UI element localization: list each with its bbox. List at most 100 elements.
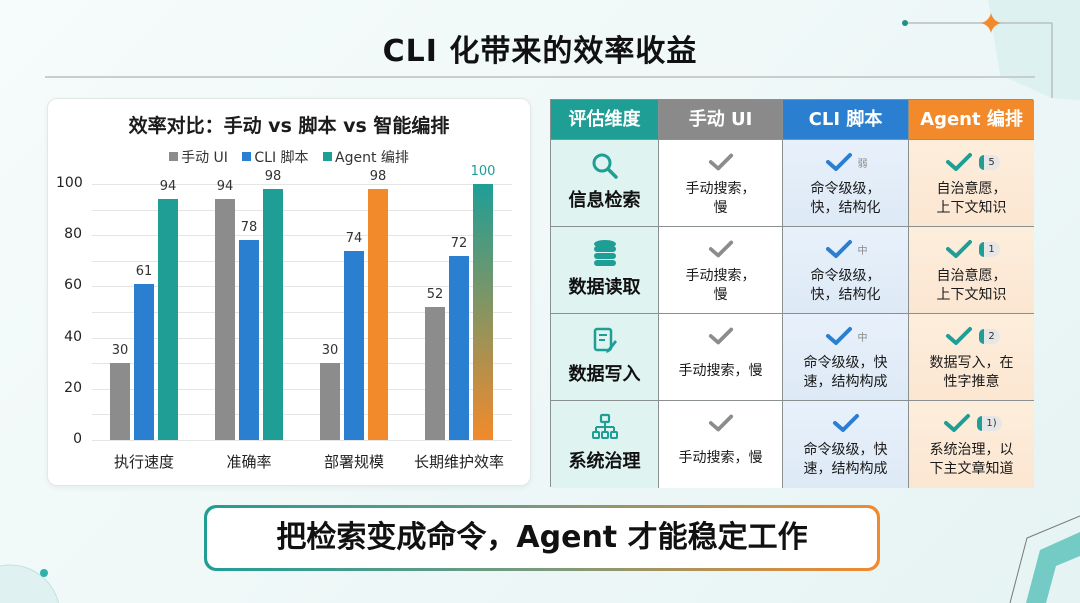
x-category-label: 准确率 xyxy=(226,453,272,471)
level-tag: 弱 xyxy=(857,158,868,170)
hierarchy-icon xyxy=(551,413,658,441)
dimension-cell: 信息检索 xyxy=(551,140,659,227)
legend-item-cli: CLI 脚本 xyxy=(242,150,309,166)
cli-script-cell: 中命令级级，快 速，结构构成 xyxy=(783,314,909,401)
bar-value-label: 72 xyxy=(450,235,468,251)
cli-script-text: 命令级级，快 速，结构构成 xyxy=(803,442,888,477)
bar xyxy=(320,363,340,440)
y-tick-label: 20 xyxy=(64,379,82,396)
y-tick-label: 60 xyxy=(64,277,82,294)
corner-decoration-top-right xyxy=(902,0,1080,100)
gridline xyxy=(92,337,512,339)
gridline xyxy=(92,260,512,262)
chart-legend: 手动 UI CLI 脚本 Agent 编排 xyxy=(48,147,530,167)
cli-script-text: 命令级级， 快，结构化 xyxy=(810,181,881,216)
bar xyxy=(158,199,178,440)
agent-cell: 2 数据写入，在 性字推意 xyxy=(909,314,1034,401)
legend-item-agent: Agent 编排 xyxy=(323,150,409,166)
bar xyxy=(449,255,469,440)
bar-value-label: 100 xyxy=(470,164,496,179)
gridline xyxy=(92,312,512,313)
check-icon: 中 xyxy=(783,324,908,348)
edit-document-icon xyxy=(551,326,658,354)
bar-chart-plot: 0 20 40 60 80 100 30 61 94 执行速度 94 78 98 准确率 30 74 98 部署规… xyxy=(48,99,532,487)
check-icon: 5 xyxy=(909,150,1034,174)
bar-value-label: 30 xyxy=(321,343,339,359)
manual-ui-cell: 手动搜索，慢 xyxy=(659,401,783,488)
corner-decoration-bottom-right xyxy=(1009,515,1080,603)
dimension-label: 数据写入 xyxy=(568,364,641,385)
y-tick-label: 80 xyxy=(64,226,82,243)
bar xyxy=(110,363,130,440)
dimension-cell: 数据读取 xyxy=(551,227,659,314)
y-tick-label: 40 xyxy=(64,328,82,345)
legend-item-manual: 手动 UI xyxy=(169,150,228,166)
x-category-label: 部署规模 xyxy=(323,453,384,471)
count-badge: 2 xyxy=(979,328,1000,344)
manual-ui-cell: 手动搜索， 慢 xyxy=(659,227,783,314)
summary-text: 把检索变成命令，Agent 才能稳定工作 xyxy=(207,508,877,568)
bar xyxy=(344,250,364,440)
dimension-cell: 系统治理 xyxy=(551,401,659,488)
gridline xyxy=(92,235,512,237)
bar-value-label: 30 xyxy=(111,343,129,359)
title-divider xyxy=(45,76,1035,78)
agent-text: 数据写入，在 性字推意 xyxy=(929,355,1014,390)
header-dimension: 评估维度 xyxy=(551,100,659,140)
count-badge: 5 xyxy=(979,154,1000,170)
bar xyxy=(239,240,259,440)
manual-ui-text: 手动搜索， 慢 xyxy=(685,181,756,216)
check-icon: 弱 xyxy=(783,150,908,174)
check-icon: 1) xyxy=(909,411,1034,435)
cli-script-cell: 中命令级级， 快，结构化 xyxy=(783,227,909,314)
header-agent: Agent 编排 xyxy=(909,100,1034,140)
dimension-cell: 数据写入 xyxy=(551,314,659,401)
gridline xyxy=(92,286,512,288)
bar xyxy=(263,189,283,440)
database-icon xyxy=(551,239,658,267)
check-icon xyxy=(783,411,908,435)
x-category-label: 长期维护效率 xyxy=(413,453,504,471)
check-icon xyxy=(659,150,782,174)
level-tag: 中 xyxy=(857,332,868,344)
chart-card: 效率对比：手动 vs 脚本 vs 智能编排 手动 UI CLI 脚本 Agent… xyxy=(47,98,531,486)
bar xyxy=(368,189,388,440)
x-category-label: 执行速度 xyxy=(113,453,174,471)
search-icon xyxy=(551,152,658,180)
summary-banner: 把检索变成命令，Agent 才能稳定工作 xyxy=(204,505,880,571)
page-title: CLI 化带来的效率收益 xyxy=(382,34,698,69)
cli-script-text: 命令级级，快 速，结构构成 xyxy=(803,355,888,390)
cli-script-cell: 弱命令级级， 快，结构化 xyxy=(783,140,909,227)
check-icon xyxy=(659,411,782,435)
count-badge: 1 xyxy=(979,241,1000,257)
agent-text: 系统治理，以 下主文章知道 xyxy=(929,442,1014,477)
bar-value-label: 78 xyxy=(240,220,258,236)
check-icon xyxy=(659,237,782,261)
check-icon xyxy=(659,324,782,348)
chart-title: 效率对比：手动 vs 脚本 vs 智能编排 xyxy=(128,115,450,137)
corner-decoration-bottom-left xyxy=(0,564,60,603)
y-tick-label: 0 xyxy=(73,431,82,447)
gridline xyxy=(92,388,512,390)
bar-value-label: 98 xyxy=(369,169,387,185)
manual-ui-cell: 手动搜索， 慢 xyxy=(659,140,783,227)
gridline xyxy=(92,209,512,211)
manual-ui-text: 手动搜索，慢 xyxy=(678,450,763,466)
check-icon: 2 xyxy=(909,324,1034,348)
agent-cell: 5 自治意愿， 上下文知识 xyxy=(909,140,1034,227)
agent-text: 自治意愿， 上下文知识 xyxy=(936,181,1007,216)
dimension-label: 数据读取 xyxy=(568,277,641,298)
level-tag: 中 xyxy=(857,245,868,257)
gridline xyxy=(92,363,512,365)
bar-value-label: 52 xyxy=(426,286,444,302)
agent-cell: 1) 系统治理，以 下主文章知道 xyxy=(909,401,1034,488)
bar xyxy=(425,306,445,440)
bar-value-label: 94 xyxy=(216,179,234,195)
bar xyxy=(134,283,154,440)
agent-text: 自治意愿， 上下文知识 xyxy=(936,268,1007,303)
agent-cell: 1 自治意愿， 上下文知识 xyxy=(909,227,1034,314)
bar-value-label: 94 xyxy=(159,179,177,195)
cli-script-text: 命令级级， 快，结构化 xyxy=(810,268,881,303)
dimension-label: 系统治理 xyxy=(568,451,641,472)
y-tick-label: 100 xyxy=(56,175,83,191)
